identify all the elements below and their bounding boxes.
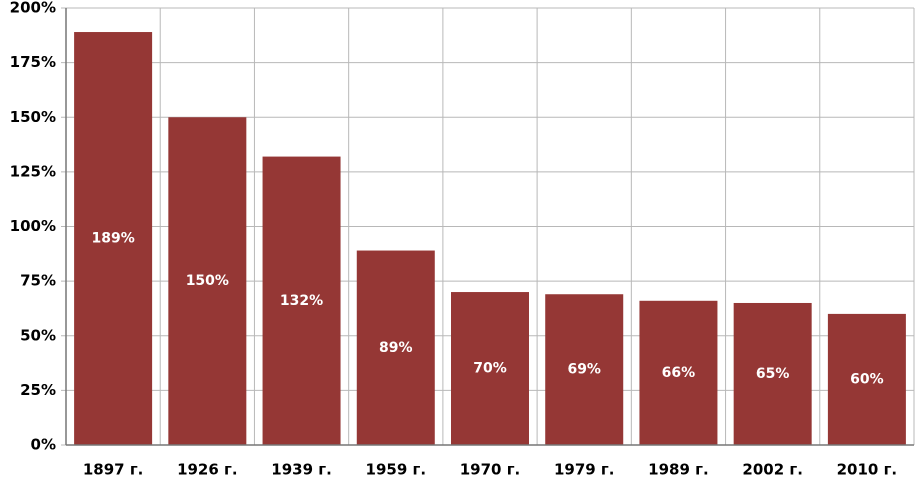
bar [827,313,906,445]
x-tick-label: 1939 г. [271,461,332,478]
data-label: 70% [473,361,507,377]
y-tick-label: 125% [10,162,56,180]
y-tick-label: 150% [10,108,56,126]
y-tick-label: 25% [20,381,56,399]
bar [733,302,812,445]
data-label: 69% [567,362,601,378]
x-tick-label: 1897 г. [83,461,144,478]
y-tick-label: 175% [10,53,56,71]
y-tick-label: 75% [20,272,56,290]
bar [356,250,435,445]
x-tick-label: 1989 г. [648,461,709,478]
y-tick-label: 50% [20,326,56,344]
data-label: 66% [662,365,696,381]
x-tick-label: 1926 г. [177,461,238,478]
data-label: 132% [280,293,323,309]
x-tick-label: 1959 г. [366,461,427,478]
x-tick-label: 1979 г. [554,461,615,478]
bar [74,32,153,445]
data-label: 150% [186,273,229,289]
y-tick-label: 0% [31,436,56,454]
x-tick-label: 1970 г. [460,461,521,478]
data-label: 189% [91,231,134,247]
bar [451,292,529,445]
bar [545,294,624,445]
data-label: 89% [379,340,413,356]
bar [262,156,341,445]
data-label: 65% [756,366,790,382]
bar [168,117,247,445]
data-label: 60% [850,371,884,387]
x-tick-label: 2002 г. [742,461,803,478]
bar [639,300,718,445]
x-tick-label: 2010 г. [837,461,898,478]
y-tick-label: 100% [10,217,56,235]
y-tick-label: 200% [10,0,56,17]
